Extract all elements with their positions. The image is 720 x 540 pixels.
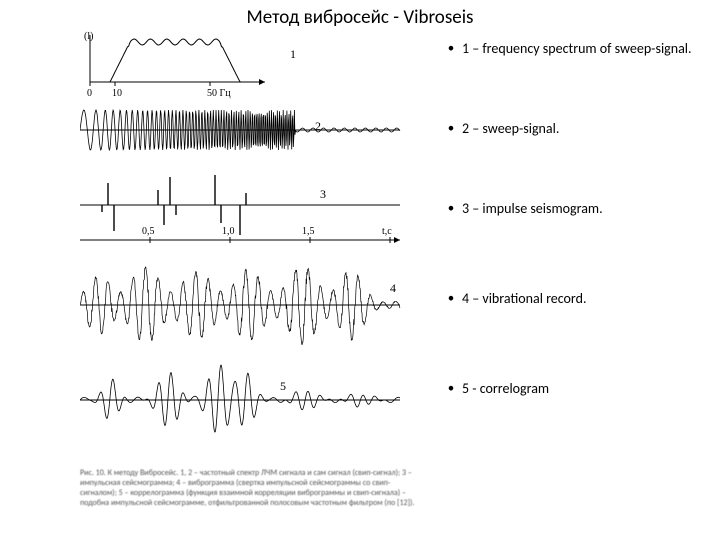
bullet-icon: • — [440, 200, 462, 218]
svg-text:1,5: 1,5 — [302, 226, 315, 237]
legend-text: 5 - correlogram — [462, 380, 700, 398]
legend-item: •4 – vibrational record. — [440, 290, 700, 308]
legend-item: •5 - correlogram — [440, 380, 700, 398]
figure-caption: Рис. 10. К методу Вибросейс. 1, 2 – част… — [80, 468, 420, 508]
legend-text: 3 – impulse seismogram. — [462, 200, 700, 218]
legend-item: •3 – impulse seismogram. — [440, 200, 700, 218]
bullet-icon: • — [440, 290, 462, 308]
bullet-icon: • — [440, 120, 462, 138]
legend-item: •1 – frequency spectrum of sweep-signal. — [440, 40, 700, 58]
bullet-icon: • — [440, 380, 462, 398]
svg-text:2: 2 — [315, 119, 321, 133]
legend-text: 1 – frequency spectrum of sweep-signal. — [462, 40, 700, 58]
vibroseis-figure: (l) 0 10 50 Гц 1 2 3 0,5 1,0 1,5 t,с 4 5 — [80, 30, 410, 460]
legend-text: 4 – vibrational record. — [462, 290, 700, 308]
svg-text:1: 1 — [290, 47, 296, 61]
svg-text:50 Гц: 50 Гц — [207, 88, 231, 99]
legend-text: 2 – sweep-signal. — [462, 120, 700, 138]
svg-text:(l): (l) — [84, 31, 93, 42]
svg-text:10: 10 — [112, 88, 122, 99]
svg-text:1,0: 1,0 — [222, 226, 235, 237]
legend-item: •2 – sweep-signal. — [440, 120, 700, 138]
svg-text:t,с: t,с — [382, 226, 392, 237]
bullet-icon: • — [440, 40, 462, 58]
svg-text:5: 5 — [280, 379, 286, 393]
svg-text:0: 0 — [87, 88, 92, 99]
svg-text:4: 4 — [390, 281, 396, 295]
svg-text:3: 3 — [320, 187, 326, 201]
slide-title: Метод вибросейс - Vibroseis — [0, 6, 720, 29]
svg-text:0,5: 0,5 — [142, 226, 155, 237]
